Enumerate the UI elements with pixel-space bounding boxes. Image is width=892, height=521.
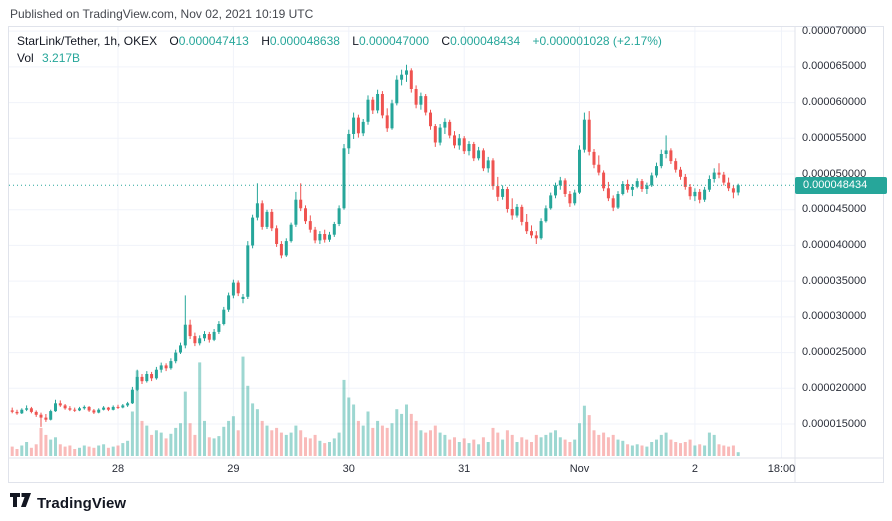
volume-value: 3.217B — [42, 51, 81, 65]
price-tick-label: 0.000040000 — [802, 238, 867, 251]
time-axis[interactable]: 28 29 30 31 Nov 2 18:00 — [8, 458, 884, 483]
last-price-badge: 0.000048434 — [795, 176, 887, 194]
volume-legend: Vol 3.217B — [17, 51, 80, 65]
symbol-description[interactable]: StarLink/Tether, 1h, OKEX — [17, 34, 158, 48]
price-tick-label: 0.000020000 — [802, 381, 867, 394]
tradingview-logo-icon — [10, 493, 31, 513]
volume-layer — [10, 356, 740, 457]
low-label: L — [352, 34, 359, 48]
candlestick-chart[interactable] — [8, 26, 884, 483]
price-tick-label: 0.000065000 — [802, 60, 867, 73]
price-axis[interactable]: 0.000070000 0.000065000 0.000060000 0.00005… — [796, 24, 884, 458]
price-tick-label: 0.000045000 — [802, 203, 867, 216]
high-value: 0.000048638 — [269, 34, 340, 48]
open-label: O — [169, 34, 179, 48]
close-value: 0.000048434 — [450, 34, 521, 48]
time-tick-label: 2 — [691, 463, 698, 475]
time-tick-label: 30 — [342, 463, 355, 475]
price-tick-label: 0.000060000 — [802, 96, 867, 109]
change-value: +0.000001028 (+2.17%) — [532, 34, 662, 48]
candles-layer — [10, 64, 740, 427]
low-value: 0.000047000 — [358, 34, 430, 48]
price-tick-label: 0.000025000 — [802, 346, 867, 359]
time-tick-label: 29 — [227, 463, 240, 475]
chart-legend: StarLink/Tether, 1h, OKEX O0.000047413 H… — [17, 34, 662, 48]
tradingview-attribution[interactable]: TradingView — [10, 493, 126, 513]
close-label: C — [441, 34, 451, 48]
high-label: H — [261, 34, 270, 48]
open-value: 0.000047413 — [178, 34, 249, 48]
published-note: Published on TradingView.com, Nov 02, 20… — [10, 7, 314, 21]
price-tick-label: 0.000050000 — [802, 167, 867, 180]
time-tick-label: 18:00 — [767, 463, 796, 475]
time-tick-label: Nov — [569, 463, 590, 475]
time-tick-label: 31 — [458, 463, 471, 475]
price-tick-label: 0.000035000 — [802, 274, 867, 287]
volume-label: Vol — [17, 51, 34, 65]
time-tick-label: 28 — [111, 463, 125, 475]
grid-layer — [9, 27, 795, 458]
price-tick-label: 0.000055000 — [802, 131, 867, 144]
price-tick-label: 0.000015000 — [802, 417, 867, 430]
price-tick-label: 0.000070000 — [802, 24, 867, 37]
brand-wordmark: TradingView — [37, 494, 127, 512]
price-tick-label: 0.000030000 — [802, 310, 867, 323]
